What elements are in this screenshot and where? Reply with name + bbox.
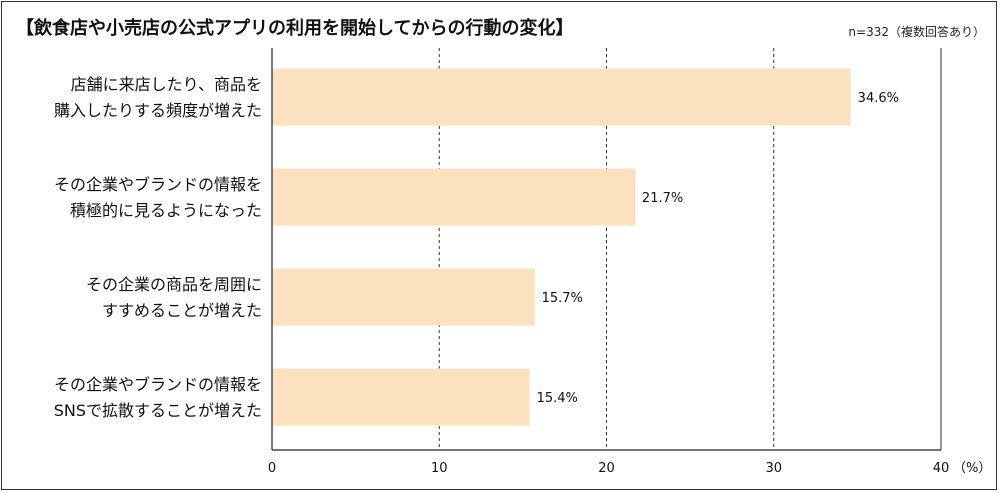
x-tick-label-40: 40 — [933, 461, 950, 476]
category-label-3-line-1: その企業の商品を周囲に — [86, 275, 262, 294]
x-axis-unit: （%） — [953, 461, 991, 476]
x-tick-label-0: 0 — [268, 461, 276, 476]
chart-title: 【飲食店や小売店の公式アプリの利用を開始してからの行動の変化】 — [16, 17, 573, 39]
bars — [272, 68, 851, 426]
value-label-4: 15.4% — [537, 391, 578, 406]
value-label-1: 34.6% — [858, 91, 899, 106]
bar-2 — [272, 168, 635, 226]
x-tick-label-20: 20 — [598, 461, 615, 476]
category-label-4-line-2: SNSで拡散することが増えた — [54, 401, 262, 420]
value-label-2: 21.7% — [642, 191, 683, 206]
category-label-2-line-1: その企業やブランドの情報を — [54, 175, 262, 194]
bar-3 — [272, 268, 535, 326]
x-tick-label-10: 10 — [431, 461, 448, 476]
bar-1 — [272, 68, 851, 126]
axes — [271, 48, 941, 451]
category-label-3-line-2: すすめることが増えた — [102, 301, 262, 320]
category-label-1-line-1: 店舗に来店したり、商品を — [71, 75, 262, 94]
category-label-4-line-1: その企業やブランドの情報を — [54, 375, 262, 394]
category-label-2-line-2: 積極的に見るようになった — [70, 201, 262, 220]
value-label-3: 15.7% — [542, 291, 583, 306]
bar-4 — [272, 368, 530, 426]
category-label-1-line-2: 購入したりする頻度が増えた — [54, 101, 262, 120]
x-tick-label-30: 30 — [765, 461, 782, 476]
sample-size-note: n=332（複数回答あり） — [848, 24, 985, 39]
